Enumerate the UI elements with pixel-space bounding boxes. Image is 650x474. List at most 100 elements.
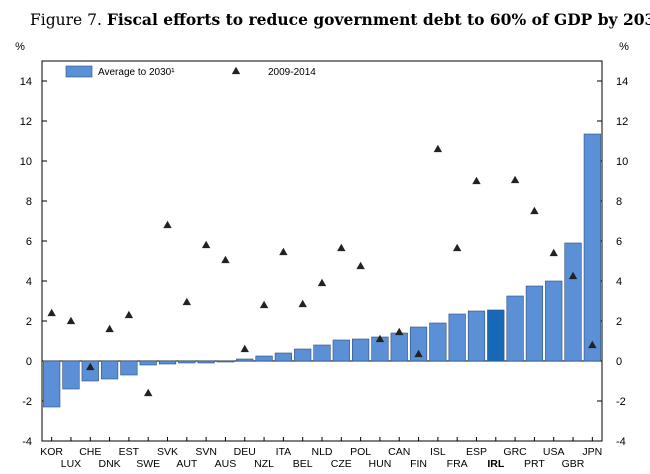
bar-pol [352,338,370,362]
y-axis-unit-right: % [619,41,629,53]
legend: Average to 2030¹ 2009-2014 [65,65,316,78]
legend-marker-label: 2009-2014 [268,67,316,78]
x-tick-label-grc: GRC [503,446,527,458]
x-tick-label-svn: SVN [195,446,217,458]
x-tick-labels: KORLUXCHEDNKESTSWESVKAUTSVNAUSDEUNZLITAB… [40,437,602,470]
x-tick-label-kor: KOR [40,446,63,458]
x-tick-label-jpn: JPN [582,446,602,458]
bar-che [81,360,99,382]
bar-kor [43,360,61,408]
bar-deu [236,358,254,362]
x-tick-label-pol: POL [350,446,371,458]
y-tick-label-right: 12 [616,116,628,128]
y-tick-label-right: -4 [616,436,626,448]
y-tick-label-right: 4 [616,276,622,288]
marker-che [86,362,95,371]
legend-marker-swatch [231,66,241,75]
marker-lux [66,316,76,325]
y-tick-label-left: -4 [22,436,32,448]
y-tick-label-right: 8 [616,196,622,208]
y-tick-label-right: -2 [616,396,626,408]
marker-svn [201,240,211,249]
x-tick-label-cze: CZE [331,458,352,470]
marker-dnk [105,324,114,333]
legend-bar-swatch [65,65,93,78]
bar-gbr [564,242,582,362]
x-tick-label-lux: LUX [61,458,81,470]
bar-can [390,332,408,362]
bar-fra [448,313,466,362]
x-tick-label-aut: AUT [176,458,198,470]
bar-fin [409,326,428,362]
bars [43,133,601,408]
x-tick-label-can: CAN [388,446,410,458]
marker-can [395,327,404,336]
marker-jpn [588,340,597,349]
figure-title: Figure 7. Fiscal efforts to reduce gover… [30,10,650,29]
y-tick-label-right: 10 [616,156,628,168]
marker-isl [433,144,443,153]
x-tick-label-che: CHE [79,446,101,458]
y-tick-label-right: 0 [616,356,622,368]
bar-swe [139,360,157,366]
bar-prt [525,285,544,362]
x-tick-label-swe: SWE [136,458,160,470]
bar-dnk [100,360,119,380]
x-tick-label-irl: IRL [487,458,505,470]
marker-prt [530,206,539,215]
y-tick-label-right: 2 [616,316,622,328]
marker-deu [240,344,249,353]
bar-grc [506,295,524,362]
x-tick-label-hun: HUN [369,458,392,470]
y-axis-unit-left: % [15,41,25,53]
x-tick-label-est: EST [119,446,140,458]
bar-isl [429,322,447,362]
y-tick-label-right: 14 [616,76,628,88]
bar-usa [545,280,563,362]
y-tick-label-left: 0 [26,356,32,368]
marker-grc [510,175,520,184]
bar-svk [158,360,177,365]
bar-aus [216,360,235,363]
figure-title-text: Fiscal efforts to reduce government debt… [106,10,650,29]
marker-cze [337,243,346,252]
x-tick-label-esp: ESP [466,446,487,458]
y-tick-label-left: 6 [26,236,32,248]
y-tick-label-left: 4 [26,276,32,288]
bar-aut [178,360,196,364]
y-tick-label-right: 6 [616,236,622,248]
x-tick-label-deu: DEU [234,446,256,458]
bar-est [120,360,138,376]
bar-svn [197,360,215,364]
bar-lux [62,360,80,390]
marker-esp [472,176,481,185]
marker-aus [221,255,230,264]
bar-nzl [255,355,273,362]
x-tick-label-fin: FIN [410,458,427,470]
bar-esp [467,310,486,362]
plot-frame [41,60,603,442]
y-tick-label-left: 14 [20,76,32,88]
x-tick-label-svk: SVK [157,446,178,458]
y-tick-label-left: -2 [22,396,32,408]
marker-gbr [568,271,578,280]
bar-jpn [583,133,601,362]
x-tick-label-fra: FRA [447,458,468,470]
x-tick-label-prt: PRT [524,458,545,470]
marker-nld [317,278,327,287]
y-tick-label-left: 12 [20,116,32,128]
marker-svk [163,220,172,229]
bar-ita [274,352,292,362]
marker-est [124,310,134,319]
bar-nld [313,344,331,362]
markers [47,144,597,397]
bar-cze [332,339,350,362]
marker-fin [414,349,423,358]
x-tick-label-isl: ISL [430,446,446,458]
marker-aut [182,297,192,306]
legend-bar-label: Average to 2030¹ [98,67,175,78]
marker-bel [298,299,307,308]
x-tick-label-gbr: GBR [562,458,585,470]
y-tick-label-left: 2 [26,316,32,328]
